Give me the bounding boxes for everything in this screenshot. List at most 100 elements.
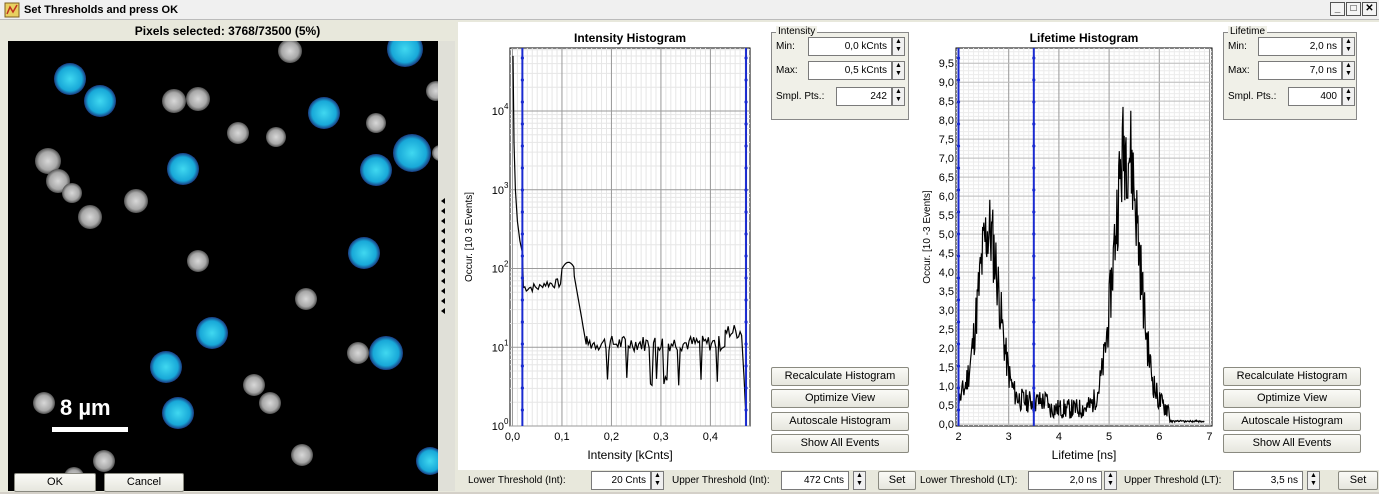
intensity-x-tick: 0,4: [703, 431, 718, 443]
lifetime-show-all-button[interactable]: Show All Events: [1223, 434, 1361, 453]
lifetime-min-field[interactable]: 2,0 ns: [1258, 37, 1342, 56]
lifetime-title: Lifetime Histogram: [1030, 31, 1139, 45]
intensity-smpl-field[interactable]: 242: [836, 87, 892, 106]
gray-cell: [124, 189, 148, 213]
intensity-plot-area: Intensity Histogram Intensity [kCnts] Occu…: [458, 22, 768, 470]
lifetime-curve: [957, 106, 1205, 424]
maximize-button[interactable]: □: [1346, 2, 1361, 16]
selected-cell: [416, 447, 438, 475]
gray-cell: [432, 145, 438, 161]
gray-cell: [93, 450, 115, 472]
upper-lt-field[interactable]: 3,5 ns: [1233, 471, 1303, 490]
lifetime-y-tick: 1,0: [939, 381, 954, 393]
selected-cell: [162, 397, 194, 429]
intensity-y-exp: 0: [504, 417, 509, 426]
intensity-y-tick: 10: [492, 106, 504, 118]
gray-cell: [266, 127, 286, 147]
lifetime-recalculate-button[interactable]: Recalculate Histogram: [1223, 367, 1361, 386]
threshold-slider-strip[interactable]: [438, 41, 455, 491]
selected-cell: [167, 153, 199, 185]
selected-cell: [54, 63, 86, 95]
lifetime-y-tick: 8,0: [939, 115, 954, 127]
intensity-y-exp: 1: [504, 338, 509, 347]
intensity-min-spinner[interactable]: ▲ ▼: [892, 37, 905, 56]
intensity-autoscale-button[interactable]: Autoscale Histogram: [771, 412, 909, 431]
upper-int-label: Upper Threshold (Int):: [672, 475, 770, 486]
selected-cell: [196, 317, 228, 349]
gray-cell: [347, 342, 369, 364]
intensity-curve: [512, 55, 747, 419]
cell-image-svg: [33, 41, 438, 487]
gray-cell: [186, 87, 210, 111]
lifetime-y-tick: 2,0: [939, 343, 954, 355]
gray-cell: [78, 205, 102, 229]
lifetime-histogram[interactable]: Lifetime Histogram Lifetime [ns] Occur. [1…: [916, 22, 1220, 470]
close-button[interactable]: ✕: [1362, 2, 1377, 16]
image-panel: Pixels selected: 3768/73500 (5%) 8 µm: [0, 22, 455, 491]
threshold-bar: Lower Threshold (Int): 20 Cnts ▲ ▼ Upper …: [458, 470, 1379, 492]
lifetime-x-tick: 3: [1006, 431, 1012, 443]
lifetime-max-field[interactable]: 7,0 ns: [1258, 61, 1342, 80]
lifetime-side-panel: Lifetime Min: 2,0 ns ▲ ▼ Max: 7,0 ns ▲ ▼ S…: [1220, 22, 1379, 470]
lifetime-smpl-field[interactable]: 400: [1288, 87, 1342, 106]
ok-button[interactable]: OK: [14, 473, 96, 492]
intensity-group: Intensity Min: 0,0 kCnts ▲ ▼ Max: 0,5 kCn…: [771, 26, 909, 120]
lower-int-label: Lower Threshold (Int):: [468, 475, 566, 486]
set-lt-button[interactable]: Set: [1338, 471, 1378, 490]
lifetime-x-tick: 5: [1106, 431, 1112, 443]
intensity-min-field[interactable]: 0,0 kCnts: [808, 37, 892, 56]
intensity-y-exp: 2: [504, 260, 509, 269]
cancel-button[interactable]: Cancel: [104, 473, 184, 492]
pixels-selected-label: Pixels selected: 3768/73500 (5%): [134, 24, 321, 38]
lifetime-y-tick: 2,5: [939, 324, 954, 336]
upper-int-field[interactable]: 472 Cnts: [781, 471, 849, 490]
upper-lt-spinner[interactable]: ▲ ▼: [1307, 471, 1320, 490]
intensity-show-all-button[interactable]: Show All Events: [771, 434, 909, 453]
lifetime-y-tick: 0,0: [939, 419, 954, 431]
upper-int-spinner[interactable]: ▲ ▼: [853, 471, 866, 490]
lifetime-y-tick: 4,5: [939, 248, 954, 260]
lifetime-smpl-spinner[interactable]: ▲ ▼: [1342, 87, 1355, 106]
set-int-button[interactable]: Set: [878, 471, 916, 490]
gray-cell: [187, 250, 209, 272]
lifetime-y-tick: 7,0: [939, 153, 954, 165]
minimize-button[interactable]: _: [1330, 2, 1345, 16]
intensity-y-exp: 3: [504, 181, 509, 190]
lifetime-y-tick: 6,0: [939, 191, 954, 203]
lifetime-y-tick: 8,5: [939, 96, 954, 108]
lower-int-spinner[interactable]: ▲ ▼: [651, 471, 664, 490]
intensity-recalculate-button[interactable]: Recalculate Histogram: [771, 367, 909, 386]
lifetime-y-tick: 1,5: [939, 362, 954, 374]
intensity-y-exp: 4: [504, 102, 509, 111]
selected-cell: [150, 351, 182, 383]
lifetime-min-spinner[interactable]: ▲ ▼: [1342, 37, 1355, 56]
intensity-title: Intensity Histogram: [574, 31, 686, 45]
lifetime-y-tick: 3,5: [939, 286, 954, 298]
scale-bar-label: 8 µm: [60, 395, 111, 420]
intensity-histogram[interactable]: Intensity Histogram Intensity [kCnts] Occu…: [458, 22, 768, 470]
window-title: Set Thresholds and press OK: [24, 3, 179, 16]
lifetime-max-spinner[interactable]: ▲ ▼: [1342, 61, 1355, 80]
lifetime-ylabel: Occur. [10 -3 Events]: [922, 190, 933, 284]
intensity-x-tick: 0,2: [604, 431, 619, 443]
lifetime-x-tick: 7: [1206, 431, 1212, 443]
intensity-optimize-button[interactable]: Optimize View: [771, 389, 909, 408]
gray-cell: [33, 392, 55, 414]
cell-image[interactable]: 8 µm: [8, 41, 438, 491]
selected-cell: [348, 237, 380, 269]
selected-cell: [387, 41, 423, 67]
selected-cell: [84, 85, 116, 117]
gray-cell: [366, 113, 386, 133]
lifetime-autoscale-button[interactable]: Autoscale Histogram: [1223, 412, 1361, 431]
intensity-max-spinner[interactable]: ▲ ▼: [892, 61, 905, 80]
lifetime-y-tick: 6,5: [939, 172, 954, 184]
gray-cell: [291, 444, 313, 466]
intensity-max-field[interactable]: 0,5 kCnts: [808, 61, 892, 80]
lifetime-optimize-button[interactable]: Optimize View: [1223, 389, 1361, 408]
lower-int-field[interactable]: 20 Cnts: [591, 471, 651, 490]
selected-cell: [369, 336, 403, 370]
lower-lt-spinner[interactable]: ▲ ▼: [1104, 471, 1117, 490]
lower-lt-field[interactable]: 2,0 ns: [1028, 471, 1102, 490]
intensity-smpl-spinner[interactable]: ▲ ▼: [892, 87, 905, 106]
